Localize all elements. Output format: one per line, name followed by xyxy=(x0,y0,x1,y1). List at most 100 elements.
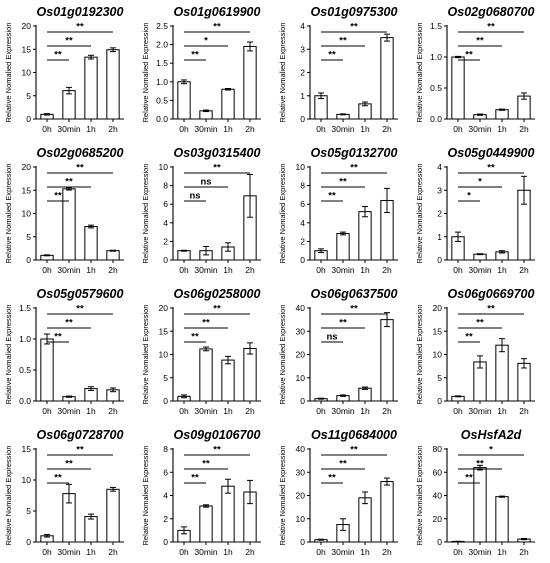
y-tick-label: 10 xyxy=(22,475,32,485)
bar xyxy=(243,347,257,402)
y-tick-label: 0.0 xyxy=(156,114,168,124)
y-tick-label: 1 xyxy=(437,232,442,242)
x-tick-label: 2h xyxy=(382,547,392,557)
y-tick-label: 5 xyxy=(26,506,31,516)
significance-label: ** xyxy=(213,22,221,33)
x-tick-label: 1h xyxy=(360,547,370,557)
bar xyxy=(314,95,328,120)
x-tick-label: 30min xyxy=(57,124,80,134)
x-tick-label: 1h xyxy=(86,265,96,275)
y-tick-label: 1.5 xyxy=(19,303,31,313)
y-tick-label: 10 xyxy=(296,373,306,383)
significance-label: ** xyxy=(213,163,221,174)
x-tick-label: 30min xyxy=(57,406,80,416)
x-tick-label: 30min xyxy=(194,547,217,557)
bar xyxy=(62,188,76,261)
chart-title: OsHsfA2d xyxy=(461,428,522,442)
y-tick-label: 0.5 xyxy=(156,95,168,105)
significance-label: ** xyxy=(476,318,484,329)
chart-title: Os06g0669700 xyxy=(448,287,535,301)
bar xyxy=(177,81,191,120)
x-tick-label: 30min xyxy=(468,124,491,134)
x-tick-label: 2h xyxy=(382,265,392,275)
chart-panel: Os02g0685200 Relative Nomalied Expression… xyxy=(4,146,124,275)
chart-panel: OsHsfA2d Relative Nomalied Expression 0 20 4… xyxy=(415,428,535,557)
chart-title: Os06g0637500 xyxy=(311,287,398,301)
significance-label: ** xyxy=(350,163,358,174)
y-tick-label: 20 xyxy=(433,514,443,524)
y-tick-label: 5 xyxy=(26,91,31,101)
chart-panel: Os06g0669700 Relative Nomalied Expression… xyxy=(415,287,535,416)
x-tick-label: 30min xyxy=(468,547,491,557)
significance-label: ns xyxy=(326,332,337,343)
chart-panel: Os06g0728700 Relative Nomalied Expression… xyxy=(4,428,124,557)
x-tick-label: 0h xyxy=(42,124,52,134)
y-tick-label: 20 xyxy=(433,303,443,313)
x-tick-label: 1h xyxy=(497,547,507,557)
x-tick-label: 0h xyxy=(179,124,189,134)
bar xyxy=(380,319,394,402)
x-tick-label: 0h xyxy=(453,124,463,134)
x-tick-label: 30min xyxy=(468,406,491,416)
y-tick-label: 2 xyxy=(300,68,305,78)
y-axis-label: Relative Nomalied Expression xyxy=(415,22,424,122)
y-tick-label: 0 xyxy=(163,255,168,265)
y-tick-label: 8 xyxy=(163,181,168,191)
chart-title: Os02g0680700 xyxy=(448,5,535,19)
significance-label: ** xyxy=(328,473,336,484)
chart-panel: Os05g0132700 Relative Nomalied Expression… xyxy=(278,146,398,275)
x-tick-label: 0h xyxy=(453,547,463,557)
bar xyxy=(495,344,509,402)
chart-panel: Os01g0192300 Relative Nomalied Expression… xyxy=(4,5,124,134)
bar xyxy=(221,485,235,543)
x-tick-label: 30min xyxy=(57,547,80,557)
y-axis-label: Relative Nomalied Expression xyxy=(278,163,287,263)
x-tick-label: 1h xyxy=(497,265,507,275)
bar xyxy=(221,359,235,402)
significance-label: * xyxy=(204,36,208,47)
significance-label: ** xyxy=(487,163,495,174)
x-tick-label: 0h xyxy=(453,406,463,416)
x-tick-label: 30min xyxy=(194,265,217,275)
x-tick-label: 0h xyxy=(316,547,326,557)
significance-label: ** xyxy=(476,36,484,47)
significance-label: ** xyxy=(65,459,73,470)
x-tick-label: 2h xyxy=(519,547,529,557)
chart-panel: Os06g0258000 Relative Nomalied Expression… xyxy=(141,287,261,416)
x-tick-label: 2h xyxy=(382,124,392,134)
y-tick-label: 10 xyxy=(296,514,306,524)
y-tick-label: 8 xyxy=(300,181,305,191)
x-tick-label: 0h xyxy=(42,547,52,557)
y-tick-label: 5 xyxy=(437,373,442,383)
y-tick-label: 15 xyxy=(159,326,169,336)
significance-label: ** xyxy=(191,473,199,484)
y-tick-label: 2 xyxy=(300,236,305,246)
y-tick-label: 2 xyxy=(437,209,442,219)
chart-panel: Os11g0684000 Relative Nomalied Expression… xyxy=(278,428,398,557)
significance-label: ** xyxy=(487,22,495,33)
bar xyxy=(84,56,98,120)
bar xyxy=(62,90,76,120)
x-tick-label: 0h xyxy=(179,265,189,275)
y-tick-label: 4 xyxy=(300,21,305,31)
bar xyxy=(451,56,465,120)
y-tick-label: 0.0 xyxy=(430,114,442,124)
y-axis-label: Relative Nomalied Expression xyxy=(141,163,150,263)
chart-title: Os03g0315400 xyxy=(174,146,261,160)
chart-panel: Os09g0106700 Relative Nomalied Expression… xyxy=(141,428,261,557)
x-tick-label: 1h xyxy=(223,406,233,416)
y-tick-label: 0.5 xyxy=(430,83,442,93)
chart-title: Os05g0449900 xyxy=(448,146,535,160)
chart-panel: Os05g0579600 Relative Nomalied Expression… xyxy=(4,287,124,416)
significance-label: * xyxy=(478,177,482,188)
y-tick-label: 0 xyxy=(300,255,305,265)
x-tick-label: 1h xyxy=(223,124,233,134)
chart-title: Os05g0132700 xyxy=(311,146,398,160)
bar xyxy=(380,37,394,120)
y-tick-label: 10 xyxy=(22,68,32,78)
significance-label: ** xyxy=(191,332,199,343)
y-tick-label: 2 xyxy=(163,236,168,246)
x-tick-label: 1h xyxy=(360,265,370,275)
x-tick-label: 2h xyxy=(245,406,255,416)
chart-title: Os06g0728700 xyxy=(37,428,124,442)
